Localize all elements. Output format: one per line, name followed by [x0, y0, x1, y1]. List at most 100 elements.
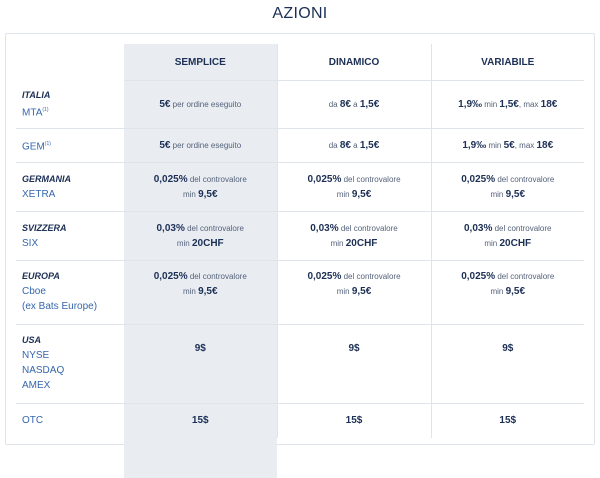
fee-value: 1,5€	[359, 140, 380, 151]
cell-dinamico: 9$	[276, 324, 431, 404]
country-label: GERMANIA	[22, 174, 71, 184]
fee-value: 0,025%	[307, 174, 342, 185]
fee-value: 0,03%	[463, 223, 493, 234]
exchange-label: (ex Bats Europe)	[22, 301, 98, 312]
country-label: EUROPA	[22, 271, 60, 281]
fee-value: 5€	[503, 140, 515, 151]
cell-semplice: 5€ per ordine eseguito	[124, 80, 277, 129]
cell-semplice: 0,03% del controvalore min 20CHF	[124, 211, 277, 261]
table-row: GEM(1) 5€ per ordine eseguito da 8€ a 1,…	[16, 128, 584, 163]
header-semplice: SEMPLICE	[124, 44, 277, 81]
footnote-mark: (1)	[42, 107, 49, 114]
header-dinamico: DINAMICO	[276, 44, 431, 81]
fee-value: 0,025%	[153, 271, 188, 282]
cell-variabile: 0,025% del controvalore min 9,5€	[430, 260, 584, 325]
market-italia-mta: ITALIA MTA(1)	[16, 80, 124, 129]
fee-text: min	[176, 239, 192, 248]
cell-semplice: 15$	[124, 404, 277, 438]
fee-text: del controvalore	[184, 224, 244, 233]
fee-text: del controvalore	[495, 272, 555, 281]
fee-text: da	[328, 141, 340, 150]
market-svizzera: SVIZZERA SIX	[16, 211, 124, 261]
cell-dinamico: 0,03% del controvalore min 20CHF	[276, 211, 431, 261]
fee-value: 0,025%	[461, 271, 496, 282]
cell-semplice: 0,025% del controvalore min 9,5€	[124, 162, 277, 212]
fee-value: 8€	[339, 140, 351, 151]
header-variabile: VARIABILE	[430, 44, 584, 81]
table-row: ITALIA MTA(1) 5€ per ordine eseguito da …	[16, 80, 584, 129]
fee-text: min	[486, 141, 504, 150]
cell-semplice: 9$	[124, 324, 277, 404]
table-row: USA NYSE NASDAQ AMEX 9$ 9$ 9$	[16, 324, 584, 404]
table-row: EUROPA Cboe (ex Bats Europe) 0,025% del …	[16, 260, 584, 325]
fee-value: 5€	[159, 140, 171, 151]
fee-text: del controvalore	[492, 224, 552, 233]
fee-value: 0,025%	[461, 174, 496, 185]
fee-value: 1,9‰	[458, 99, 483, 110]
country-label: SVIZZERA	[22, 223, 67, 233]
fee-value: 9$	[194, 343, 206, 354]
cell-semplice: 0,025% del controvalore min 9,5€	[124, 260, 277, 325]
fee-value: 9,5€	[351, 189, 372, 200]
cell-variabile: 9$	[430, 324, 584, 404]
country-label: USA	[22, 335, 42, 345]
fee-value: 1,5€	[359, 99, 380, 110]
market-italia-gem: GEM(1)	[16, 128, 124, 163]
pricing-table: SEMPLICE DINAMICO VARIABILE ITALIA MTA(1…	[16, 44, 584, 438]
cell-dinamico: 0,025% del controvalore min 9,5€	[276, 260, 431, 325]
fee-text: da	[328, 100, 340, 109]
fee-value: 15$	[191, 415, 209, 427]
fee-text: del controvalore	[495, 175, 555, 184]
fee-text: min	[182, 287, 199, 296]
cell-variabile: 0,025% del controvalore min 9,5€	[430, 162, 584, 212]
exchange-label: OTC	[22, 415, 44, 427]
cell-dinamico: da 8€ a 1,5€	[276, 80, 431, 129]
fee-value: 9,5€	[198, 189, 218, 200]
fee-value: 5€	[159, 99, 171, 110]
fee-text: min	[484, 239, 500, 248]
fee-text: del controvalore	[341, 175, 401, 184]
market-otc: OTC	[16, 404, 124, 438]
footnote-mark: (1)	[44, 140, 51, 147]
fee-text: min	[182, 190, 199, 199]
fee-value: 20CHF	[499, 238, 532, 249]
cell-variabile: 1,9‰ min 5€, max 18€	[430, 128, 584, 163]
exchange-label: NYSE	[22, 350, 50, 361]
fee-value: 9,5€	[351, 286, 372, 297]
fee-value: 18€	[540, 99, 558, 110]
fee-text: , max	[518, 100, 541, 109]
fee-text: min	[490, 287, 506, 296]
fee-value: 15$	[345, 415, 363, 427]
fee-value: 9,5€	[505, 189, 526, 200]
fee-value: 1,5€	[499, 99, 519, 110]
exchange-label: MTA	[22, 107, 43, 119]
table-row: GERMANIA XETRA 0,025% del controvalore mi…	[16, 162, 584, 212]
fee-text: , max	[514, 141, 537, 150]
header-empty	[16, 44, 124, 81]
fee-value: 15$	[499, 415, 517, 427]
fee-value: 9$	[502, 343, 514, 354]
exchange-label: AMEX	[22, 380, 51, 391]
market-usa: USA NYSE NASDAQ AMEX	[16, 324, 124, 404]
market-europa: EUROPA Cboe (ex Bats Europe)	[16, 260, 124, 325]
cell-dinamico: 15$	[276, 403, 431, 438]
fee-text: a	[350, 141, 360, 150]
fee-value: 9$	[348, 343, 360, 354]
fee-text: del controvalore	[338, 224, 398, 233]
fee-text: min	[336, 190, 352, 199]
exchange-label: Cboe	[22, 286, 46, 297]
cell-variabile: 15$	[430, 403, 584, 438]
fee-value: 9,5€	[505, 286, 526, 297]
fee-text: per ordine eseguito	[170, 100, 242, 109]
fee-value: 0,03%	[156, 223, 185, 234]
fee-text: min	[490, 190, 506, 199]
fee-value: 20CHF	[345, 238, 378, 249]
fee-text: del controvalore	[187, 175, 247, 184]
fee-text: min	[336, 287, 352, 296]
cell-variabile: 1,9‰ min 1,5€, max 18€	[430, 80, 584, 129]
fee-text: per ordine eseguito	[170, 141, 242, 150]
fee-text: min	[482, 100, 500, 109]
exchange-label: GEM	[22, 141, 45, 153]
country-label: ITALIA	[22, 90, 51, 101]
exchange-label: NASDAQ	[22, 365, 65, 376]
